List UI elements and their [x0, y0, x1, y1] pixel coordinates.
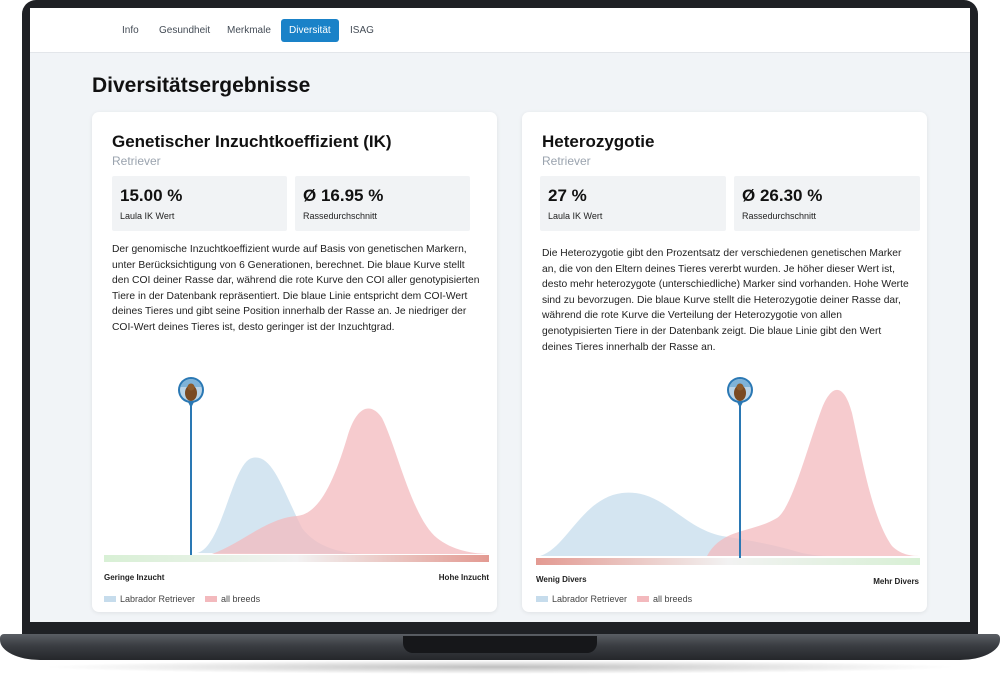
legend-label: all breeds	[653, 594, 693, 604]
all-breeds-curve	[707, 389, 922, 556]
card-description: Der genomische Inzuchtkoeffizient wurde …	[112, 244, 480, 333]
legend-label: all breeds	[221, 594, 261, 604]
stat-label: Rassedurchschnitt	[303, 211, 378, 221]
legend-item-all: all breeds	[205, 594, 260, 604]
legend-item-breed: Labrador Retriever	[536, 594, 627, 604]
axis-right-label: Mehr Divers	[873, 577, 919, 586]
legend-item-breed: Labrador Retriever	[104, 594, 195, 604]
top-nav: Info Gesundheit Merkmale Diversität ISAG	[30, 8, 970, 53]
axis-left-label: Wenig Divers	[536, 575, 587, 584]
axis-right-label: Hohe Inzucht	[438, 573, 489, 582]
card-description: Die Heterozygotie gibt den Prozentsatz d…	[542, 248, 909, 353]
legend-swatch	[104, 596, 116, 602]
stat-value: Ø 16.95 %	[303, 186, 384, 205]
axis-left-label: Geringe Inzucht	[104, 573, 165, 582]
tab-isag[interactable]: ISAG	[350, 25, 374, 36]
stat-breed-average: Ø 26.30 % Rassedurchschnitt	[734, 176, 920, 231]
legend-swatch	[637, 596, 650, 602]
gradient-scale	[104, 555, 489, 562]
inbreeding-card: Genetischer Inzuchtkoeffizient (IK) Retr…	[92, 112, 497, 612]
gradient-scale	[536, 558, 920, 565]
tab-gesundheit[interactable]: Gesundheit	[159, 25, 211, 36]
stat-value: 15.00 %	[120, 186, 183, 205]
legend-swatch	[536, 596, 548, 602]
page-title: Diversitätsergebnisse	[92, 74, 311, 97]
all-breeds-curve	[212, 408, 492, 554]
card-title: Heterozygotie	[542, 132, 655, 151]
legend-swatch	[205, 596, 218, 602]
stat-own-value: 15.00 % Laula IK Wert	[112, 176, 287, 231]
heterozygosity-distribution-chart	[536, 377, 922, 565]
stat-label: Rassedurchschnitt	[742, 211, 817, 221]
legend-label: Labrador Retriever	[552, 594, 628, 604]
breed-curve	[540, 492, 832, 556]
stat-value: 27 %	[548, 186, 587, 205]
tab-merkmale[interactable]: Merkmale	[227, 25, 271, 36]
card-subtitle: Retriever	[542, 154, 591, 168]
stat-label: Laula IK Wert	[120, 211, 175, 221]
stat-breed-average: Ø 16.95 % Rassedurchschnitt	[295, 176, 470, 231]
laptop-notch	[403, 636, 597, 653]
legend-label: Labrador Retriever	[120, 594, 196, 604]
stat-label: Laula IK Wert	[548, 211, 603, 221]
tab-info[interactable]: Info	[122, 25, 139, 36]
laptop-shadow	[40, 660, 960, 674]
app-screen: Info Gesundheit Merkmale Diversität ISAG…	[30, 8, 970, 622]
tab-diversitaet[interactable]: Diversität	[281, 19, 339, 42]
legend-item-all: all breeds	[637, 594, 692, 604]
dog-avatar-icon	[727, 377, 753, 408]
inbreeding-distribution-chart	[104, 377, 492, 562]
stat-value: Ø 26.30 %	[742, 186, 823, 205]
heterozygosity-card: Heterozygotie Retriever 27 % Laula IK We…	[522, 112, 927, 612]
card-subtitle: Retriever	[112, 154, 161, 168]
stat-own-value: 27 % Laula IK Wert	[540, 176, 726, 231]
breed-curve	[197, 457, 362, 554]
chart-legend: Labrador Retriever all breeds	[104, 594, 270, 604]
card-title: Genetischer Inzuchtkoeffizient (IK)	[112, 132, 392, 151]
chart-legend: Labrador Retriever all breeds	[536, 594, 702, 604]
dog-avatar-icon	[178, 377, 204, 408]
